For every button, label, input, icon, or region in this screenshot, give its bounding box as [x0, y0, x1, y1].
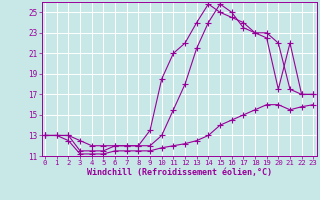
X-axis label: Windchill (Refroidissement éolien,°C): Windchill (Refroidissement éolien,°C): [87, 168, 272, 177]
